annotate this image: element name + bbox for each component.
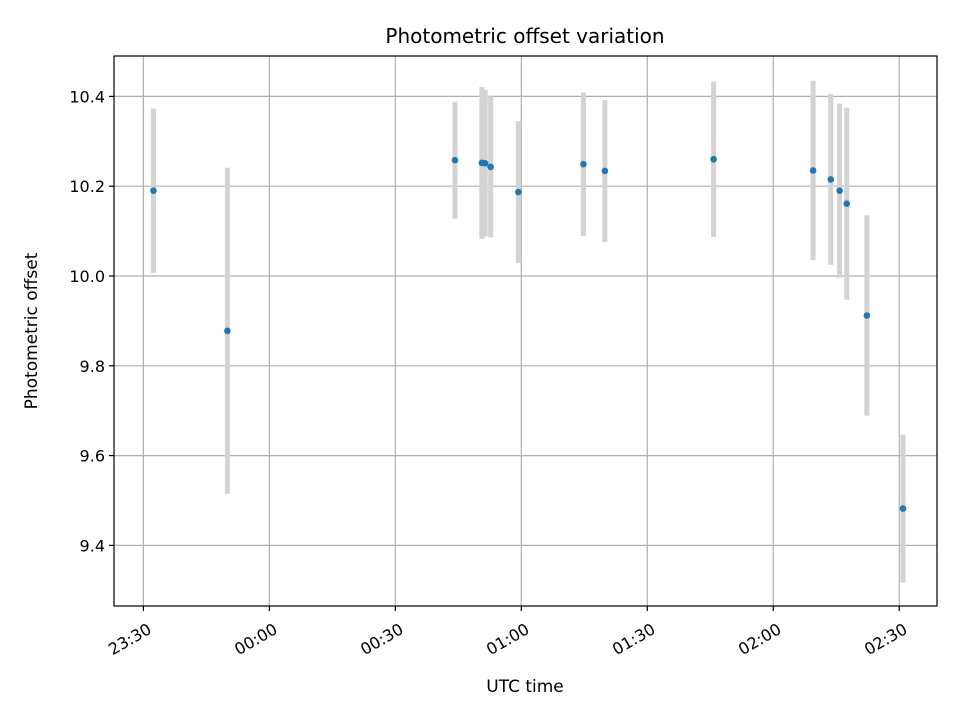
plot-area [113,55,938,607]
x-tick-label: 02:00 [735,619,784,659]
data-points [150,155,907,512]
data-point [515,188,522,196]
data-point [836,187,843,194]
x-tick-label: 00:30 [357,619,406,659]
y-tick-label: 10.2 [69,177,105,196]
x-axis-ticks: 23:30 00:00 00:30 01:00 01:30 02:00 02:30 [105,606,910,659]
data-point [601,167,609,175]
data-point [899,505,907,512]
y-axis-label: Photometric offset [22,252,42,409]
data-point [487,163,494,171]
x-tick-label: 01:30 [609,619,658,659]
data-point [710,155,717,163]
data-point [451,156,459,164]
data-point [827,176,835,183]
data-point [843,200,851,208]
y-tick-label: 9.6 [80,447,105,466]
grid [114,56,937,606]
y-axis-ticks: 9.4 9.6 9.8 10.0 10.2 10.4 [69,87,114,555]
x-tick-label: 00:00 [231,619,280,659]
data-point [150,187,157,194]
chart-title: Photometric offset variation [385,24,664,48]
data-point [809,167,817,174]
y-tick-label: 9.8 [80,357,105,376]
x-tick-label: 01:00 [483,619,532,659]
data-point [580,160,587,168]
x-axis-label: UTC time [486,677,564,697]
data-point [863,312,871,319]
x-tick-label: 23:30 [105,619,154,659]
x-tick-label: 02:30 [861,619,910,659]
y-tick-label: 10.4 [69,87,105,106]
data-point [481,160,489,167]
y-tick-label: 9.4 [80,536,105,555]
errorbars [150,80,906,583]
y-tick-label: 10.0 [69,267,105,286]
data-point [224,327,231,335]
